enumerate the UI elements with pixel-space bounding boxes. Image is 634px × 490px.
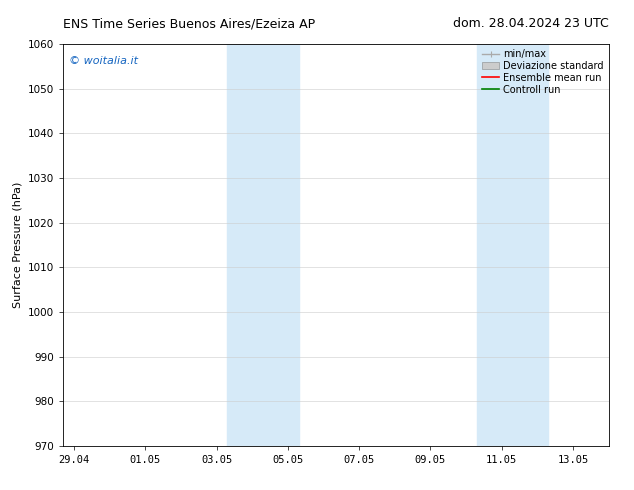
Legend: min/max, Deviazione standard, Ensemble mean run, Controll run: min/max, Deviazione standard, Ensemble m… [480, 47, 605, 97]
Bar [477, 44, 548, 446]
Text: dom. 28.04.2024 23 UTC: dom. 28.04.2024 23 UTC [453, 17, 609, 30]
Text: © woitalia.it: © woitalia.it [69, 56, 138, 66]
Y-axis label: Surface Pressure (hPa): Surface Pressure (hPa) [13, 182, 23, 308]
Text: ENS Time Series Buenos Aires/Ezeiza AP: ENS Time Series Buenos Aires/Ezeiza AP [63, 17, 316, 30]
Bar [228, 44, 299, 446]
